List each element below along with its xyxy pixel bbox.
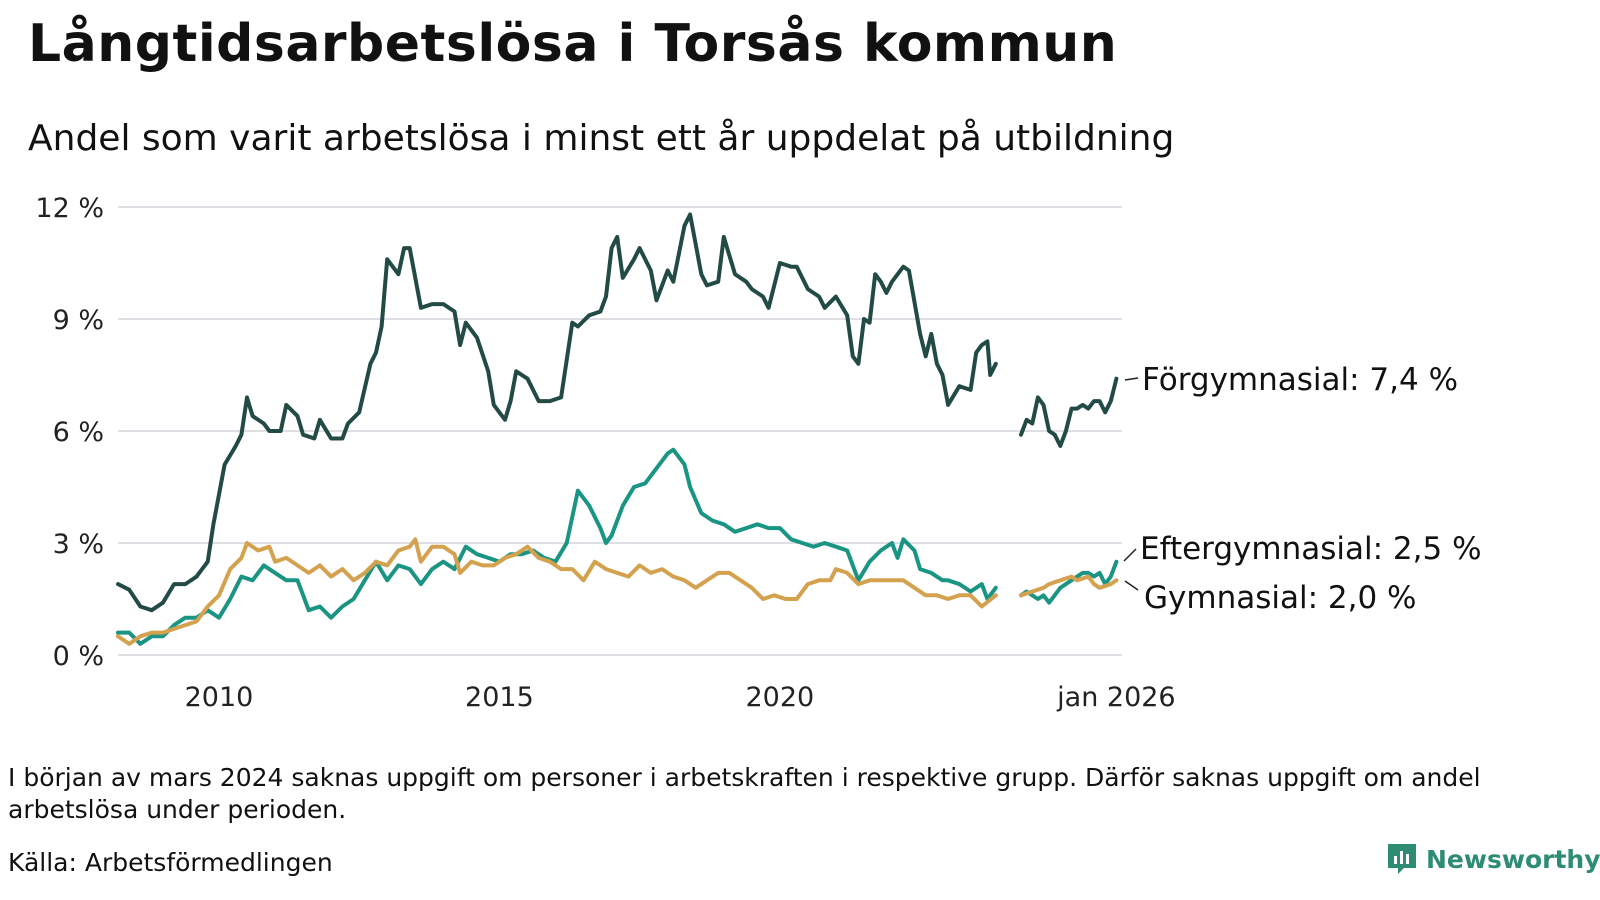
series-end-labels: Förgymnasial: 7,4 % Eftergymnasial: 2,5 %… [1123,362,1482,616]
label-leader-line [1124,377,1139,381]
label-leader-line [1123,548,1137,562]
chart-subtitle: Andel som varit arbetslösa i minst ett å… [28,118,1175,159]
series-lines [116,212,1119,646]
newsworthy-logo: Newsworthy [1386,842,1600,876]
chart-title: Långtidsarbetslösa i Torsås kommun [28,14,1118,74]
label-eftergymnasial: Eftergymnasial: 2,5 % [1140,531,1482,567]
newsworthy-icon [1388,844,1416,874]
y-tick-label: 6 % [53,417,104,448]
x-tick-label: 2020 [745,682,814,713]
y-axis-ticks: 0 % 3 % 6 % 9 % 12 % [35,193,104,672]
line-eftergymnasial [116,447,1119,646]
y-tick-label: 12 % [35,193,104,224]
y-tick-label: 0 % [53,641,104,672]
y-tick-label: 3 % [53,529,104,560]
line-chart: 0 % 3 % 6 % 9 % 12 % 2010 2015 2020 jan 2026 Fö… [35,193,1482,713]
label-forgymnasial: Förgymnasial: 7,4 % [1142,362,1458,398]
x-axis-ticks: 2010 2015 2020 jan 2026 [185,682,1176,713]
source-text: Källa: Arbetsförmedlingen [8,848,333,877]
line-forgymnasial [116,212,1119,613]
grid-lines [118,206,1122,656]
footnote: I början av mars 2024 saknas uppgift om … [8,763,1481,824]
label-leader-line [1124,580,1139,591]
y-tick-label: 9 % [53,305,104,336]
label-gymnasial: Gymnasial: 2,0 % [1144,580,1417,616]
x-tick-label: jan 2026 [1056,682,1175,713]
brand-name: Newsworthy [1426,844,1600,874]
x-tick-label: 2015 [465,682,534,713]
x-tick-label: 2010 [185,682,254,713]
line-gymnasial [116,537,1119,646]
